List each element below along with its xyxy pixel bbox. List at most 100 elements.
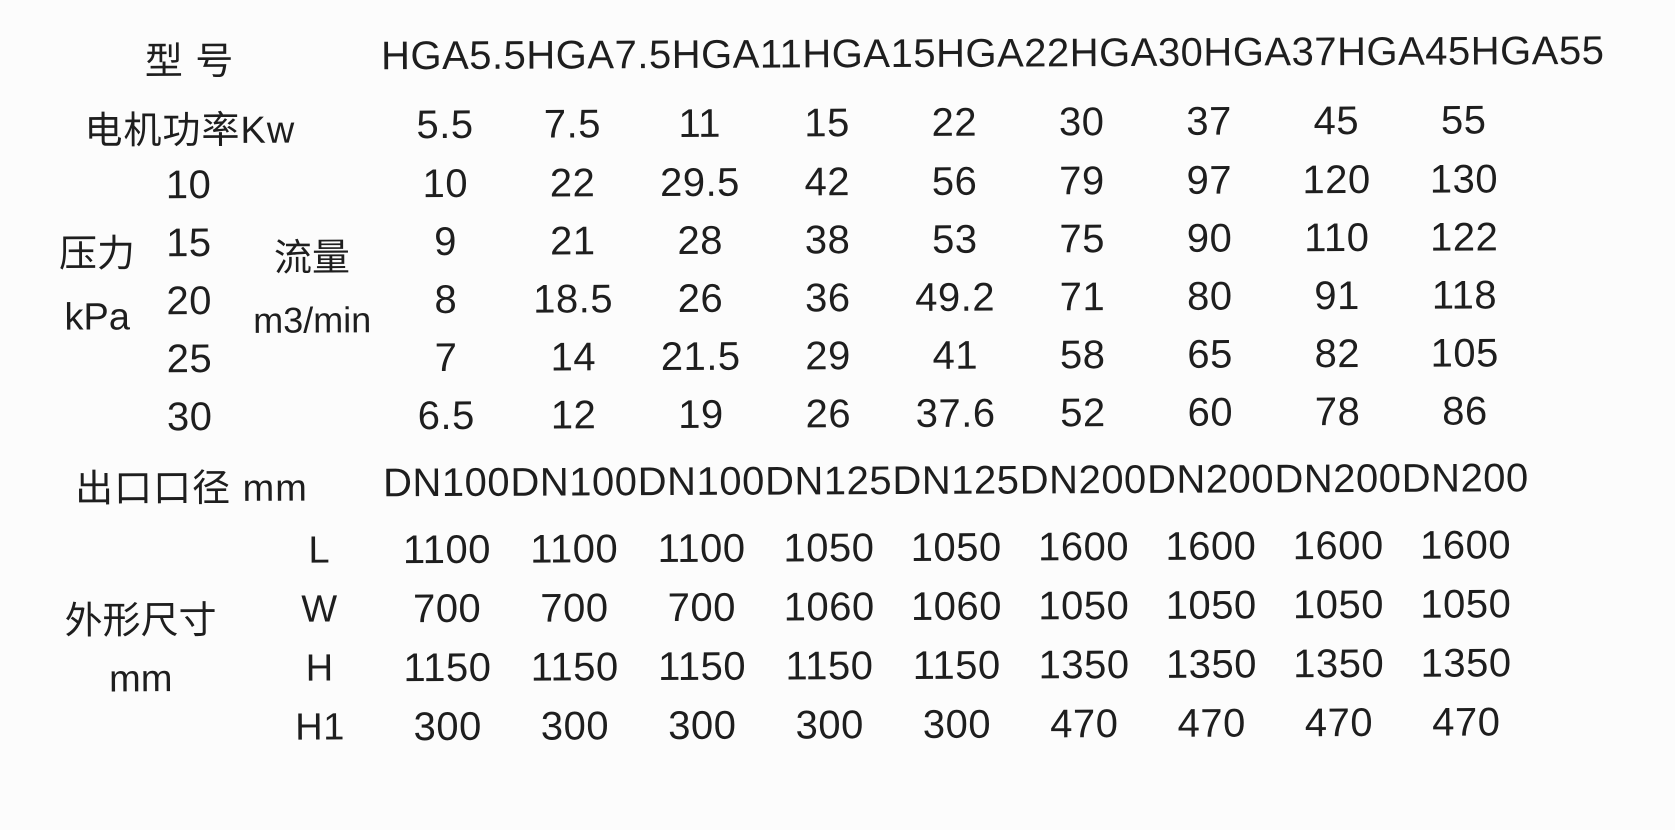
flow-unit-label: m3/min: [253, 299, 372, 341]
flow-10-value-5: 79: [1059, 158, 1105, 203]
pressure-value-10: 10: [165, 162, 212, 207]
dimension-W-value-0: 700: [412, 586, 482, 632]
flow-25-value-7: 82: [1314, 331, 1361, 376]
model-name-2: HGA11: [671, 31, 803, 77]
flow-25-value-2: 21.5: [660, 334, 741, 379]
outlet-diameter-value-5: DN200: [1019, 457, 1147, 502]
dimension-H-value-0: 1150: [403, 645, 492, 691]
motor-power-value-5: 30: [1058, 99, 1105, 144]
model-header-row: 型 号 HGA5.5 HGA7.5 HGA11 HGA15 HGA22 HGA30 HGA3…: [0, 12, 1673, 97]
outlet-diameter-value-7: DN200: [1274, 456, 1402, 501]
flow-15-value-7: 110: [1304, 215, 1370, 260]
motor-power-value-4: 22: [931, 100, 978, 145]
dimension-H1-value-6: 470: [1177, 701, 1246, 746]
motor-power-value-3: 15: [804, 100, 850, 145]
dimension-H1-value-2: 300: [668, 703, 737, 749]
dimension-name-W: W: [301, 588, 338, 631]
flow-10-value-3: 42: [804, 159, 851, 204]
flow-20-value-0: 8: [434, 277, 458, 322]
pressure-value-30: 30: [166, 394, 213, 439]
model-name-7: HGA45: [1336, 29, 1471, 74]
dimension-name-H1: H1: [295, 706, 345, 749]
motor-power-value-2: 11: [678, 101, 722, 146]
dimension-row-W: W 700 700 700 1060 1060 1050 1050 1050 1050: [0, 575, 1675, 641]
outlet-diameter-value-8: DN200: [1401, 455, 1529, 501]
flow-20-value-4: 49.2: [915, 275, 996, 320]
flow-15-value-8: 122: [1429, 214, 1499, 260]
flow-20-value-7: 91: [1314, 273, 1360, 318]
flow-30-value-8: 86: [1442, 388, 1488, 434]
flow-20-value-2: 26: [677, 276, 724, 321]
dimension-H-value-6: 1350: [1165, 642, 1257, 687]
dimension-H1-value-5: 470: [1050, 702, 1119, 747]
flow-15-value-6: 90: [1186, 216, 1233, 261]
dimension-H-value-3: 1150: [785, 644, 874, 689]
flow-25-value-1: 14: [550, 334, 597, 380]
flow-10-value-0: 10: [422, 161, 469, 206]
flow-20-value-5: 71: [1059, 274, 1106, 319]
motor-power-value-7: 45: [1313, 98, 1360, 143]
flow-15-value-4: 53: [932, 217, 978, 262]
model-name-6: HGA37: [1203, 29, 1338, 75]
dimension-H-value-2: 1150: [657, 644, 747, 690]
flow-30-value-2: 19: [678, 392, 724, 437]
dimension-W-value-4: 1060: [910, 584, 1003, 629]
dimension-row-H: H 1150 1150 1150 1150 1150 1350 1350 1350 1350: [1, 634, 1675, 700]
motor-power-row: 电机功率Kw 5.5 7.5 11 15 22 30 37 45 55: [0, 90, 1673, 157]
flow-20-value-1: 18.5: [533, 276, 614, 322]
flow-20-value-3: 36: [804, 275, 851, 320]
model-name-3: HGA15: [802, 31, 937, 76]
flow-15-value-1: 21: [550, 218, 596, 264]
dimension-W-value-8: 1050: [1420, 582, 1512, 627]
outlet-diameter-value-1: DN100: [510, 459, 638, 505]
dimension-H-value-7: 1350: [1293, 641, 1385, 687]
flow-10-value-8: 130: [1429, 156, 1499, 202]
flow-30-value-7: 78: [1314, 389, 1361, 434]
flow-10-value-6: 97: [1186, 158, 1233, 203]
motor-power-value-1: 7.5: [543, 101, 602, 147]
dimension-L-value-1: 1100: [530, 527, 619, 572]
model-header-label: 型 号: [144, 40, 235, 83]
flow-25-value-0: 7: [434, 335, 458, 380]
dimension-L-value-7: 1600: [1292, 523, 1384, 569]
dimension-H-value-5: 1350: [1038, 642, 1130, 688]
dimension-H-value-4: 1150: [912, 643, 1001, 688]
dimension-H1-value-8: 470: [1432, 700, 1501, 745]
dimension-row-L: L 1100 1100 1100 1050 1050 1600 1600 1600 1600: [0, 516, 1675, 582]
flow-section: 压力 kPa 流量 m3/min 10 10 22 29.5 42 56 79 97 120 1…: [0, 150, 1675, 447]
flow-30-value-3: 26: [805, 391, 852, 436]
motor-power-value-6: 37: [1186, 99, 1232, 144]
dimension-L-value-3: 1050: [783, 526, 875, 571]
dimension-W-value-7: 1050: [1292, 582, 1385, 628]
model-name-4: HGA22: [935, 30, 1070, 76]
flow-20-value-6: 80: [1186, 274, 1233, 319]
flow-row-10: 10 10 22 29.5 42 56 79 97 120 130: [0, 150, 1674, 215]
model-name-8: HGA55: [1470, 28, 1605, 74]
dimension-W-value-6: 1050: [1165, 583, 1257, 628]
flow-row-30: 30 6.5 12 19 26 37.6 52 60 78 86: [0, 382, 1675, 447]
outlet-diameter-label: 出口口径 mm: [74, 467, 308, 511]
model-name-5: HGA30: [1069, 30, 1204, 75]
flow-25-value-4: 41: [932, 333, 979, 378]
dimension-H1-value-3: 300: [795, 703, 864, 748]
flow-25-value-5: 58: [1059, 332, 1106, 377]
flow-30-value-4: 37.6: [915, 391, 996, 436]
dimension-W-value-1: 700: [540, 586, 609, 631]
motor-power-value-0: 5.5: [416, 102, 474, 147]
flow-30-value-1: 12: [550, 392, 597, 438]
flow-25-value-6: 65: [1187, 332, 1233, 377]
dimension-L-value-6: 1600: [1165, 524, 1257, 569]
pressure-value-25: 25: [166, 336, 213, 381]
flow-25-value-3: 29: [805, 333, 851, 378]
flow-30-value-5: 52: [1060, 390, 1106, 435]
dimension-name-L: L: [308, 529, 331, 572]
dimension-name-H: H: [305, 647, 334, 690]
flow-15-value-0: 9: [434, 219, 458, 264]
dimension-W-value-5: 1050: [1038, 583, 1130, 629]
dimension-L-value-8: 1600: [1419, 523, 1512, 568]
dimension-L-value-2: 1100: [657, 526, 746, 572]
flow-10-value-4: 56: [931, 159, 978, 204]
flow-15-value-2: 28: [677, 218, 724, 263]
